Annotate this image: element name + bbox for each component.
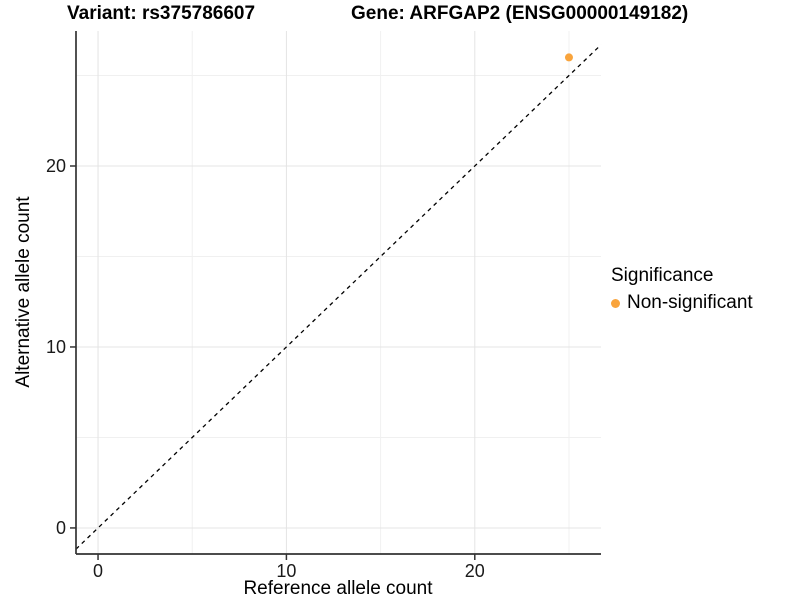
legend: Significance Non-significant [611,265,753,314]
y-tick-label: 20 [46,156,66,176]
plot-title-gene: Gene: ARFGAP2 (ENSG00000149182) [351,3,689,24]
legend-items: Non-significant [611,292,753,314]
legend-title: Significance [611,265,714,286]
identity-dashed-line [75,44,602,550]
legend-item: Non-significant [611,292,753,314]
y-tick-label: 0 [56,518,66,538]
x-tick-label: 10 [276,561,296,581]
y-tick-label: 10 [46,337,66,357]
x-tick-label: 0 [93,561,103,581]
x-tick-label: 20 [465,561,485,581]
x-axis-title: Reference allele count [243,578,433,599]
plot-title-variant: Variant: rs375786607 [67,3,256,24]
y-axis-title: Alternative allele count [13,196,34,388]
legend-key-dot [611,298,620,308]
legend-item-label: Non-significant [627,292,753,313]
data-point [564,53,573,62]
